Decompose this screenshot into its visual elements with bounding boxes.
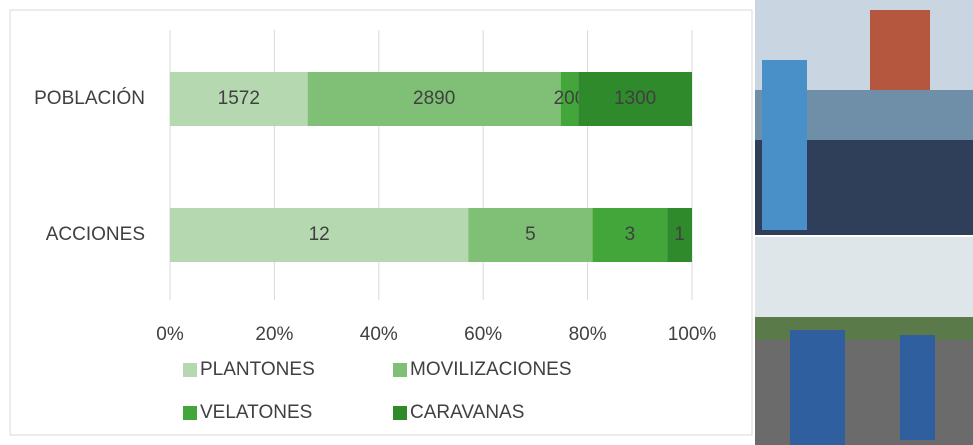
legend-label: PLANTONES (200, 359, 315, 380)
legend-swatch (183, 406, 197, 420)
legend-swatch (393, 363, 407, 377)
legend-swatch (183, 363, 197, 377)
data-label: 200 (554, 88, 586, 109)
data-label: 1572 (218, 88, 260, 109)
legend-label: VELATONES (200, 402, 312, 423)
legend-label: CARAVANAS (410, 402, 524, 423)
data-label: 5 (525, 224, 536, 245)
bar-segment (170, 72, 308, 126)
x-tick-label: 60% (464, 324, 502, 345)
legend-label: MOVILIZACIONES (410, 359, 572, 380)
bar-segment (307, 72, 561, 126)
bar-segment (578, 72, 692, 126)
x-tick-label: 80% (569, 324, 607, 345)
y-tick-label: POBLACIÓN (34, 87, 145, 109)
x-tick-label: 100% (668, 324, 717, 345)
data-label: 12 (309, 224, 330, 245)
data-label: 2890 (413, 88, 455, 109)
data-label: 3 (625, 224, 636, 245)
photo-top (755, 0, 973, 235)
x-tick-label: 40% (360, 324, 398, 345)
x-tick-label: 0% (156, 324, 184, 345)
x-tick-label: 20% (255, 324, 293, 345)
photo-bottom (755, 237, 973, 445)
bar-segment (592, 208, 668, 262)
bar-segment (560, 72, 579, 126)
bar-segment (170, 208, 469, 262)
y-tick-label: ACCIONES (46, 224, 145, 245)
bar-segment (667, 208, 692, 262)
bar-segment (468, 208, 593, 262)
data-label: 1300 (614, 88, 656, 109)
legend-swatch (393, 406, 407, 420)
data-label: 1 (674, 224, 685, 245)
